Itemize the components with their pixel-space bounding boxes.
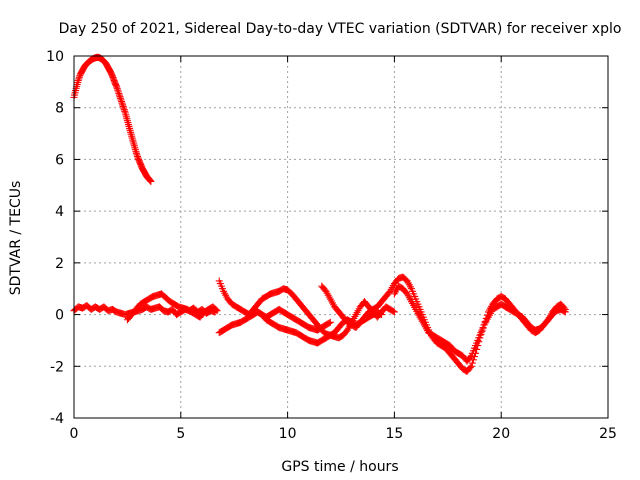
x-tick-label: 15 bbox=[385, 426, 403, 442]
data-marks bbox=[70, 53, 569, 375]
series-low-c bbox=[215, 277, 398, 342]
y-tick-label: -2 bbox=[50, 359, 64, 375]
data-point-interp bbox=[377, 310, 385, 318]
axis-ticks bbox=[73, 55, 609, 419]
data-point bbox=[147, 177, 155, 185]
y-tick-label: -4 bbox=[50, 411, 64, 427]
data-point-interp bbox=[560, 307, 568, 315]
series-low-b bbox=[123, 290, 221, 324]
y-tick-label: 8 bbox=[55, 101, 64, 117]
data-point bbox=[326, 318, 334, 326]
series-low-g bbox=[390, 282, 569, 365]
data-point-interp bbox=[389, 307, 397, 315]
y-tick-label: 0 bbox=[55, 308, 64, 324]
x-tick-label: 20 bbox=[492, 426, 510, 442]
series-low-e bbox=[254, 305, 334, 334]
chart-title: Day 250 of 2021, Sidereal Day-to-day VTE… bbox=[59, 21, 622, 37]
data-point bbox=[213, 307, 221, 315]
data-point-interp bbox=[325, 319, 333, 327]
data-point bbox=[561, 308, 569, 316]
y-axis-label: SDTVAR / TECUs bbox=[8, 181, 24, 296]
data-point bbox=[378, 311, 386, 319]
x-axis-label: GPS time / hours bbox=[281, 459, 398, 475]
data-point bbox=[467, 362, 475, 370]
plot-frame bbox=[73, 55, 609, 419]
tick-labels: 0 5 10 15 20 25 -4 -2 0 2 4 6 8 10 bbox=[46, 49, 617, 442]
x-tick-label: 10 bbox=[279, 426, 297, 442]
y-tick-label: 4 bbox=[55, 204, 64, 220]
data-point bbox=[390, 308, 398, 316]
x-tick-label: 0 bbox=[70, 426, 79, 442]
data-point-interp bbox=[212, 306, 220, 314]
series-arc-high bbox=[70, 53, 155, 185]
data-point-interp bbox=[466, 353, 474, 361]
x-tick-label: 5 bbox=[176, 426, 185, 442]
x-tick-label: 25 bbox=[599, 426, 617, 442]
y-tick-label: 6 bbox=[55, 152, 64, 168]
data-point-interp bbox=[468, 359, 476, 367]
data-point-interp bbox=[466, 364, 474, 372]
y-tick-label: 2 bbox=[55, 256, 64, 272]
y-tick-label: 10 bbox=[46, 49, 64, 65]
